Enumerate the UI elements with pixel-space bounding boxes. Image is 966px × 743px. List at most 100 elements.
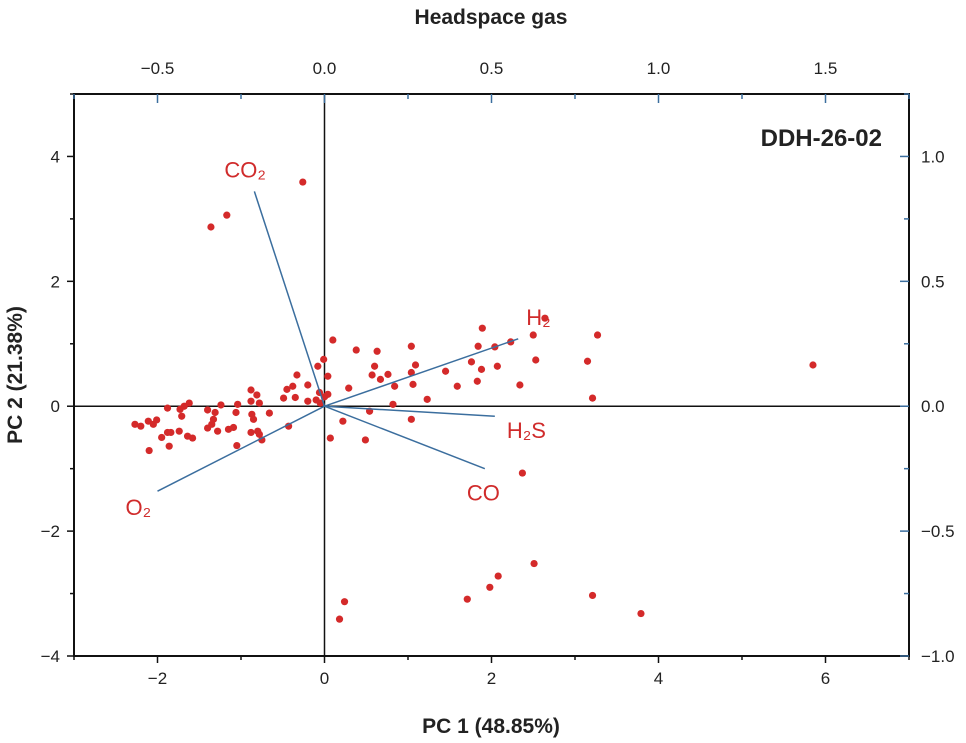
- loading-vector: [324, 405, 486, 470]
- score-point: [217, 401, 225, 409]
- y-tick-label: 0: [51, 397, 60, 416]
- score-point: [283, 385, 291, 393]
- score-point: [176, 405, 184, 413]
- score-point: [324, 372, 332, 380]
- score-point: [167, 428, 175, 437]
- score-point: [373, 347, 381, 355]
- score-point: [361, 436, 370, 444]
- score-point: [291, 393, 299, 402]
- score-point: [494, 572, 502, 580]
- score-point: [340, 598, 349, 606]
- score-point: [145, 446, 153, 455]
- loading-label: CO₂: [224, 157, 266, 182]
- right-tick-label: 0.0: [921, 397, 945, 416]
- top-tick-label: −0.5: [141, 59, 175, 78]
- score-point: [411, 361, 420, 369]
- loading-label: H₂: [526, 305, 550, 330]
- loading-label: CO: [467, 481, 500, 506]
- score-point: [637, 609, 645, 618]
- score-point: [299, 178, 307, 186]
- loading-vector: [324, 338, 519, 407]
- score-point: [234, 400, 242, 408]
- loading-label: O₂: [126, 495, 152, 520]
- score-point: [345, 384, 353, 392]
- score-point: [255, 430, 263, 438]
- top-tick-label: 0.5: [480, 59, 504, 78]
- score-point: [204, 406, 212, 414]
- score-point: [211, 408, 219, 417]
- score-point: [247, 386, 255, 394]
- x-tick-label: −2: [148, 669, 167, 688]
- score-point: [541, 314, 549, 322]
- score-point: [247, 397, 255, 405]
- score-point: [593, 331, 602, 339]
- score-point: [371, 362, 379, 370]
- score-point: [407, 415, 415, 423]
- right-tick-label: 1.0: [921, 147, 945, 166]
- score-point: [163, 404, 172, 412]
- sample-annotation: DDH-26-02: [761, 125, 882, 152]
- score-point: [335, 615, 344, 623]
- plot-frame: [73, 93, 910, 657]
- x-tick-label: 0: [320, 669, 329, 688]
- score-point: [809, 361, 817, 369]
- score-point: [441, 367, 450, 375]
- score-point: [247, 428, 255, 437]
- score-point: [376, 375, 385, 383]
- score-point: [304, 397, 312, 405]
- loading-label: H₂S: [507, 418, 546, 443]
- score-point: [204, 424, 212, 432]
- score-point: [233, 441, 241, 450]
- y-tick-label: −2: [41, 522, 60, 541]
- score-point: [486, 583, 494, 591]
- score-point: [516, 381, 524, 389]
- score-point: [258, 436, 266, 444]
- score-point: [467, 358, 476, 366]
- right-tick-label: 0.5: [921, 272, 945, 291]
- score-point: [229, 423, 238, 432]
- score-point: [175, 427, 183, 435]
- x-tick-label: 6: [821, 669, 830, 688]
- score-point: [384, 370, 392, 378]
- score-point: [474, 342, 482, 350]
- top-tick-label: 1.5: [814, 59, 838, 78]
- score-point: [588, 394, 597, 402]
- score-point: [368, 371, 376, 379]
- score-point: [478, 324, 486, 332]
- score-point: [249, 415, 258, 423]
- x-tick-label: 2: [487, 669, 496, 688]
- score-point: [165, 442, 173, 450]
- score-point: [391, 382, 399, 390]
- score-point: [532, 356, 540, 364]
- right-tick-label: −1.0: [921, 647, 955, 666]
- score-point: [214, 427, 222, 435]
- loading-vector: [157, 405, 325, 492]
- score-point: [255, 399, 263, 407]
- score-point: [518, 469, 526, 477]
- score-point: [137, 422, 145, 430]
- y-tick-label: −4: [41, 647, 60, 666]
- score-point: [529, 331, 537, 339]
- score-point: [207, 223, 215, 231]
- y-tick-label: 4: [51, 147, 60, 166]
- score-point: [279, 394, 288, 402]
- y-tick-label: 2: [51, 272, 60, 291]
- score-point: [158, 433, 166, 442]
- top-tick-label: 1.0: [647, 59, 671, 78]
- score-point: [473, 377, 481, 385]
- score-point: [409, 380, 417, 388]
- score-point: [265, 409, 273, 417]
- score-point: [289, 382, 297, 390]
- score-point: [314, 362, 322, 370]
- score-point: [583, 357, 592, 365]
- x-axis-label: PC 1 (48.85%): [422, 715, 560, 738]
- score-point: [153, 416, 161, 424]
- x-tick-label: 4: [654, 669, 663, 688]
- score-point: [352, 346, 360, 354]
- right-tick-label: −0.5: [921, 522, 955, 541]
- score-point: [530, 559, 538, 568]
- score-point: [389, 400, 397, 408]
- score-point: [463, 595, 471, 603]
- score-point: [453, 382, 461, 390]
